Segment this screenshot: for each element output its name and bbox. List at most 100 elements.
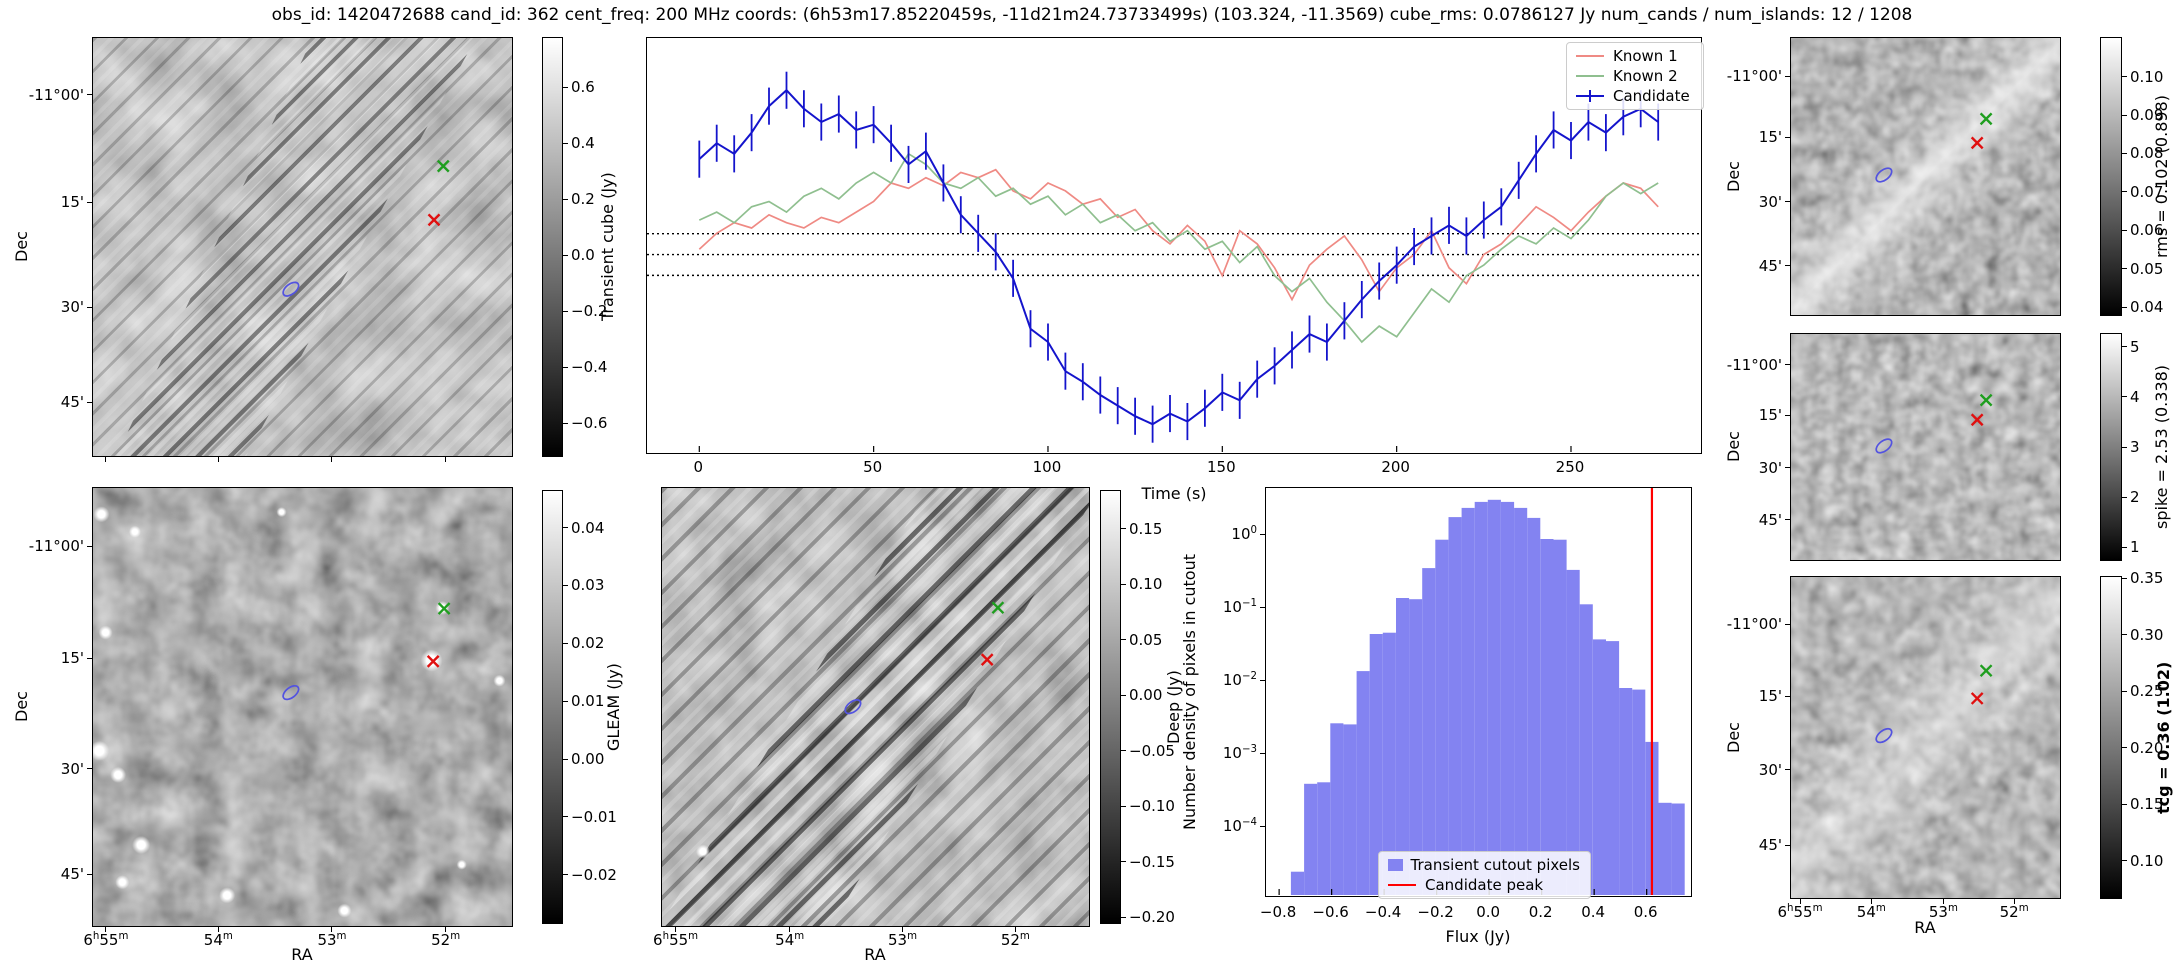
colorbar-tick-label: 0.04: [571, 518, 605, 537]
tcg-noise: [1791, 577, 2060, 898]
dec-tick-mark: [87, 401, 92, 403]
colorbar-tick-mark: [563, 310, 568, 312]
colorbar-tick-label: −0.4: [571, 358, 608, 377]
tcg-image: [1790, 576, 2061, 899]
lightcurve-x-tick-label: 150: [1206, 458, 1236, 476]
histogram-y-tick-mark: [1260, 753, 1265, 755]
histogram-y-tick-mark: [1260, 680, 1265, 682]
histogram-bar: [1422, 568, 1436, 895]
colorbar-tick-label: 0.00: [1129, 686, 1163, 705]
histogram-bar: [1409, 599, 1423, 895]
known-source-1-x-icon: [436, 159, 450, 173]
histogram-bar: [1356, 671, 1370, 895]
histogram-x-tick-label: −0.2: [1417, 903, 1454, 921]
colorbar-tick-label: 0.0: [571, 246, 595, 265]
legend-item: Known 2: [1575, 67, 1693, 85]
transient-cube-noise: [93, 38, 512, 456]
dec-tick-mark: [1785, 623, 1790, 625]
ra-tick-label: 52m: [431, 931, 461, 949]
ra-axis-label: RA: [1914, 918, 1936, 937]
ra-tick-mark: [1942, 899, 1944, 904]
tcg-colorbar: [2100, 576, 2122, 899]
legend-line-swatch-icon: [1576, 75, 1604, 77]
histogram-x-tick-label: 0.4: [1581, 903, 1606, 921]
histogram-xlabel: Flux (Jy): [1445, 927, 1511, 946]
dec-tick-label: -11°00': [1726, 355, 1782, 374]
deep-image: [661, 487, 1090, 927]
histogram-y-tick-label: 10−2: [1222, 670, 1257, 689]
colorbar-tick-mark: [563, 816, 568, 818]
colorbar-tick-label: −0.15: [1129, 852, 1175, 871]
dec-tick-label: 15': [60, 649, 84, 668]
legend-item-label: Known 2: [1613, 67, 1678, 85]
source-markers: [1875, 664, 1993, 744]
colorbar-tick-mark: [2122, 496, 2127, 498]
histogram-y-tick-label: 100: [1231, 524, 1257, 543]
histogram-bar: [1435, 539, 1449, 895]
dec-tick-label: 30': [1758, 458, 1782, 477]
dec-tick-mark: [1785, 695, 1790, 697]
lightcurve-x-tick-label: 200: [1381, 458, 1410, 476]
candidate-ellipse-icon: [1875, 167, 1893, 183]
colorbar-tick-mark: [2122, 803, 2127, 805]
dec-tick-mark: [87, 768, 92, 770]
legend-line-swatch-icon: [1576, 90, 1604, 102]
colorbar-tick-mark: [1121, 583, 1126, 585]
colorbar-tick-label: −0.01: [571, 807, 617, 826]
dec-tick-label: 30': [60, 759, 84, 778]
ra-tick-label: 6h55m: [1777, 903, 1823, 921]
histogram-bar: [1304, 783, 1318, 895]
legend-item: Candidate peak: [1387, 876, 1580, 894]
colorbar-tick-label: 1: [2130, 538, 2140, 557]
candidate-ellipse-icon: [844, 699, 862, 715]
colorbar-tick-label: −0.6: [571, 414, 608, 433]
candidate-ellipse-icon: [1875, 438, 1893, 454]
colorbar-tick-label: 0.6: [571, 78, 595, 97]
histogram-bar: [1514, 507, 1528, 895]
histogram-bar: [1553, 539, 1567, 895]
colorbar-tick-label: 0.15: [2130, 795, 2164, 814]
histogram-y-tick-mark: [1260, 607, 1265, 609]
histogram-bar: [1632, 689, 1646, 895]
colorbar-tick-label: 4: [2130, 387, 2140, 406]
lightcurve-xlabel: Time (s): [1141, 484, 1207, 503]
lightcurve-plot: [646, 37, 1702, 454]
ra-tick-mark: [1870, 899, 1872, 904]
colorbar-tick-mark: [2122, 546, 2127, 548]
dec-tick-label: 45': [1758, 836, 1782, 855]
lightcurve-x-tick-label: 0: [693, 458, 704, 476]
colorbar-tick-mark: [2122, 860, 2127, 862]
colorbar-tick-mark: [2122, 396, 2127, 398]
colorbar-tick-mark: [2122, 446, 2127, 448]
colorbar-tick-label: 0.00: [571, 750, 605, 769]
colorbar-tick-mark: [1121, 916, 1126, 918]
lightcurve-x-tick-label: 250: [1555, 458, 1585, 476]
colorbar-tick-label: 0.15: [1129, 519, 1163, 538]
dec-tick-mark: [1785, 201, 1790, 203]
histogram-bar: [1487, 499, 1501, 895]
ra-tick-label: 53m: [888, 931, 918, 949]
ra-tick-label: 52m: [1999, 903, 2029, 921]
ra-tick-label: 54m: [1856, 903, 1886, 921]
tcg-colorbar-label: tcg = 0.36 (1.02): [2154, 661, 2173, 814]
candidate-ellipse-icon: [282, 281, 300, 297]
histogram-bar: [1619, 688, 1633, 895]
histogram-bar: [1382, 632, 1396, 895]
dec-tick-label: 45': [60, 865, 84, 884]
known-source-2-x-icon: [980, 653, 994, 666]
colorbar-tick-mark: [563, 86, 568, 88]
dec-tick-mark: [87, 873, 92, 875]
colorbar-tick-mark: [2122, 306, 2127, 308]
colorbar-tick-label: 0.05: [1129, 630, 1163, 649]
colorbar-tick-mark: [563, 422, 568, 424]
rms-image: [1790, 37, 2061, 316]
ra-tick-mark: [902, 927, 904, 932]
histogram-bar: [1448, 517, 1462, 895]
legend-item-label: Candidate peak: [1425, 876, 1544, 894]
ra-tick-mark: [105, 927, 107, 932]
spike-noise: [1791, 334, 2060, 560]
dec-tick-mark: [1785, 136, 1790, 138]
colorbar-tick-mark: [1121, 639, 1126, 641]
histogram-x-tick-label: −0.4: [1364, 903, 1402, 921]
colorbar-tick-mark: [563, 198, 568, 200]
